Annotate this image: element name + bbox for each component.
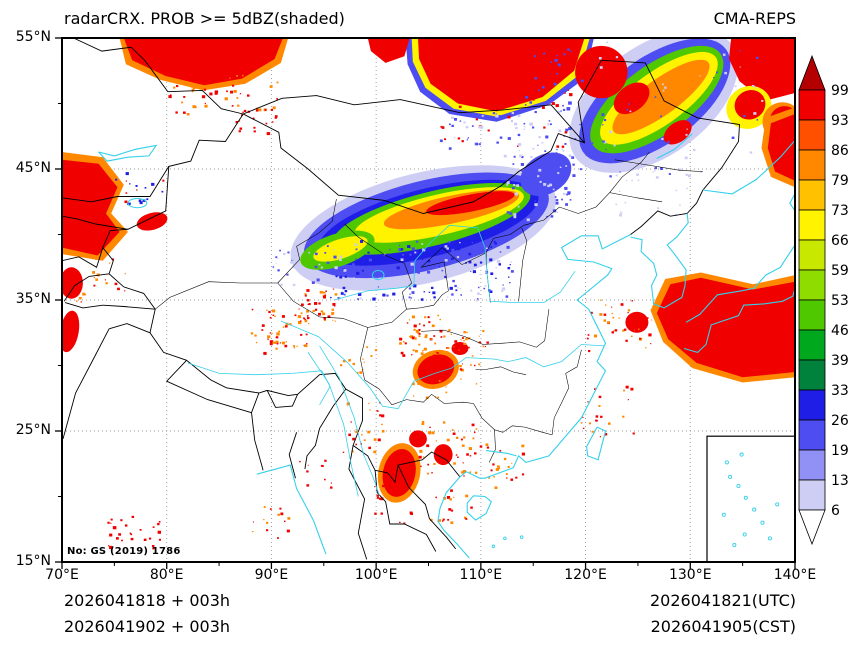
svg-text:13: 13 bbox=[831, 473, 849, 489]
y-tick-label: 15°N bbox=[15, 553, 51, 569]
init-time-cst: 2026041902 + 003h bbox=[64, 617, 231, 636]
x-tick-label: 130°E bbox=[668, 567, 712, 583]
x-tick-label: 90°E bbox=[254, 567, 289, 583]
svg-text:33: 33 bbox=[831, 383, 849, 399]
y-tick-label: 55°N bbox=[15, 29, 51, 45]
x-tick-label: 70°E bbox=[45, 567, 79, 583]
svg-text:19: 19 bbox=[831, 443, 849, 459]
map-canvas bbox=[55, 37, 796, 569]
svg-text:6: 6 bbox=[831, 503, 840, 519]
model-name: CMA-REPS bbox=[713, 9, 796, 28]
svg-text:26: 26 bbox=[831, 413, 849, 429]
svg-text:79: 79 bbox=[831, 173, 849, 189]
x-tick-label: 120°E bbox=[564, 567, 607, 583]
svg-text:53: 53 bbox=[831, 293, 849, 309]
init-time-utc: 2026041818 + 003h bbox=[64, 591, 231, 610]
svg-text:93: 93 bbox=[831, 113, 849, 129]
svg-text:73: 73 bbox=[831, 203, 849, 219]
map-plot-area: No: GS (2019) 1786 bbox=[55, 37, 796, 569]
y-tick-label: 35°N bbox=[15, 291, 51, 307]
valid-times: 2026041821(UTC) 2026041905(CST) bbox=[650, 588, 796, 640]
x-axis-labels: 70°E 80°E 90°E 100°E 110°E 120°E 130°E 140°E bbox=[0, 567, 860, 587]
x-tick-label: 140°E bbox=[773, 567, 817, 583]
valid-time-utc: 2026041821(UTC) bbox=[650, 591, 796, 610]
init-times: 2026041818 + 003h 2026041902 + 003h bbox=[64, 588, 230, 640]
svg-text:46: 46 bbox=[831, 323, 849, 339]
y-tick-label: 25°N bbox=[15, 422, 51, 438]
y-axis-labels: 55°N 45°N 35°N 25°N 15°N bbox=[0, 0, 56, 647]
svg-text:66: 66 bbox=[831, 233, 849, 249]
svg-text:86: 86 bbox=[831, 143, 849, 159]
y-tick-label: 45°N bbox=[15, 160, 51, 176]
colorbar: 99 93 86 79 73 66 59 53 46 39 33 26 19 13 6 bbox=[798, 54, 849, 546]
chart-title: radarCRX. PROB >= 5dBZ(shaded) bbox=[64, 9, 345, 28]
x-tick-label: 100°E bbox=[354, 567, 398, 583]
svg-text:39: 39 bbox=[831, 353, 849, 369]
map-license-note: No: GS (2019) 1786 bbox=[67, 546, 181, 557]
x-tick-label: 80°E bbox=[149, 567, 184, 583]
svg-text:99: 99 bbox=[831, 83, 849, 99]
valid-time-cst: 2026041905(CST) bbox=[650, 617, 796, 636]
svg-text:59: 59 bbox=[831, 263, 849, 279]
x-tick-label: 110°E bbox=[459, 567, 503, 583]
